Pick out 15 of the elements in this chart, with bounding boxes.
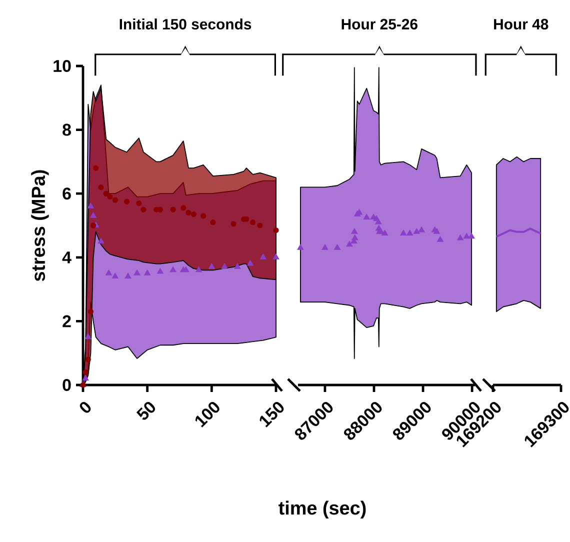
y-tick-label: 10: [54, 60, 71, 72]
y-tick-label: 6: [62, 188, 71, 200]
x-tick-label: 150: [260, 402, 284, 428]
x-axis-title: time (sec): [278, 500, 366, 518]
y-tick-label: 2: [62, 315, 71, 328]
y-tick-label: 8: [62, 124, 71, 136]
chart-title: Hour 25-26: [342, 18, 418, 30]
chart-title: Initial 150 seconds: [120, 18, 252, 30]
x-tick-label: 50: [136, 402, 156, 420]
x-tick-label: 100: [195, 402, 220, 428]
y-tick-label: 4: [62, 252, 72, 264]
chart-title: Hour 48: [494, 18, 548, 30]
y-tick-label: 0: [62, 379, 71, 391]
x-tick-label: 0: [80, 402, 91, 413]
y-axis-title: stress (MPa): [31, 170, 49, 282]
